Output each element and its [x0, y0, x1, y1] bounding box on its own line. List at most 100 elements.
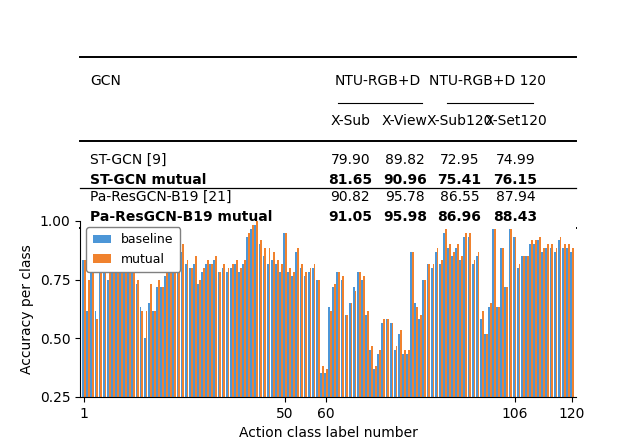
Bar [127, 244, 129, 446]
Bar [502, 248, 504, 446]
Bar [259, 244, 260, 446]
Bar [435, 252, 436, 446]
Bar [109, 264, 111, 446]
Bar [359, 272, 360, 446]
Bar [226, 272, 228, 446]
Bar [100, 264, 102, 446]
Bar [99, 264, 100, 446]
Bar [342, 276, 344, 446]
Y-axis label: Accuracy per class: Accuracy per class [20, 244, 34, 374]
Bar [174, 229, 176, 446]
Bar [317, 280, 319, 446]
Bar [238, 272, 240, 446]
Bar [113, 268, 115, 446]
Bar [431, 268, 433, 446]
Bar [533, 244, 535, 446]
Text: 95.78: 95.78 [385, 190, 425, 204]
Bar [260, 240, 262, 446]
Bar [375, 366, 377, 446]
Bar [516, 268, 518, 446]
Bar [84, 260, 86, 446]
Bar [262, 256, 264, 446]
Text: 72.95: 72.95 [440, 153, 479, 167]
Bar [523, 256, 525, 446]
Bar [566, 248, 568, 446]
Text: NTU-RGB+D: NTU-RGB+D [335, 74, 420, 88]
Bar [564, 244, 566, 446]
Bar [472, 264, 474, 446]
Bar [383, 319, 385, 446]
Bar [170, 264, 172, 446]
Bar [228, 268, 229, 446]
Bar [187, 260, 188, 446]
Bar [381, 322, 383, 446]
Bar [496, 307, 498, 446]
Bar [420, 315, 422, 446]
Bar [337, 272, 339, 446]
Bar [140, 307, 141, 446]
Bar [172, 232, 174, 446]
Bar [410, 252, 412, 446]
Bar [492, 229, 494, 446]
Text: 90.82: 90.82 [330, 190, 370, 204]
Bar [357, 272, 359, 446]
Bar [477, 252, 479, 446]
Bar [301, 264, 303, 446]
Text: 90.96: 90.96 [383, 173, 427, 187]
Bar [469, 232, 471, 446]
Bar [244, 260, 246, 446]
Text: 75.41: 75.41 [437, 173, 481, 187]
Bar [256, 221, 258, 446]
Bar [500, 248, 502, 446]
Bar [185, 264, 187, 446]
Bar [390, 322, 392, 446]
Bar [552, 244, 553, 446]
Bar [539, 236, 541, 446]
Bar [365, 315, 367, 446]
Bar [465, 232, 467, 446]
Bar [193, 264, 195, 446]
Text: X-Set120: X-Set120 [484, 114, 547, 128]
Text: 76.15: 76.15 [493, 173, 538, 187]
Bar [162, 287, 164, 446]
Bar [199, 280, 201, 446]
Bar [289, 268, 291, 446]
Bar [125, 229, 127, 446]
Bar [156, 287, 158, 446]
Bar [369, 350, 371, 446]
Text: NTU-RGB+D 120: NTU-RGB+D 120 [429, 74, 546, 88]
Bar [250, 229, 252, 446]
Bar [115, 268, 117, 446]
Bar [334, 284, 336, 446]
Bar [328, 307, 330, 446]
Bar [449, 244, 451, 446]
Bar [498, 307, 500, 446]
Bar [269, 248, 271, 446]
Bar [463, 236, 465, 446]
Bar [285, 232, 287, 446]
Bar [141, 311, 143, 446]
Bar [339, 272, 340, 446]
Bar [504, 287, 506, 446]
Bar [494, 229, 496, 446]
Text: 86.55: 86.55 [440, 190, 479, 204]
Bar [556, 248, 557, 446]
Bar [344, 315, 346, 446]
Text: Pa-ResGCN-B19 [21]: Pa-ResGCN-B19 [21] [90, 190, 232, 204]
Text: ST-GCN [9]: ST-GCN [9] [90, 153, 166, 167]
Bar [150, 284, 152, 446]
Bar [103, 264, 104, 446]
Legend: baseline, mutual: baseline, mutual [86, 227, 180, 272]
Bar [275, 264, 276, 446]
Text: 89.82: 89.82 [385, 153, 425, 167]
Bar [402, 354, 404, 446]
Bar [559, 236, 561, 446]
Bar [264, 248, 266, 446]
Bar [191, 268, 193, 446]
Bar [291, 276, 293, 446]
Bar [310, 268, 312, 446]
Bar [518, 264, 520, 446]
Bar [537, 240, 539, 446]
Bar [182, 244, 184, 446]
Bar [535, 240, 537, 446]
